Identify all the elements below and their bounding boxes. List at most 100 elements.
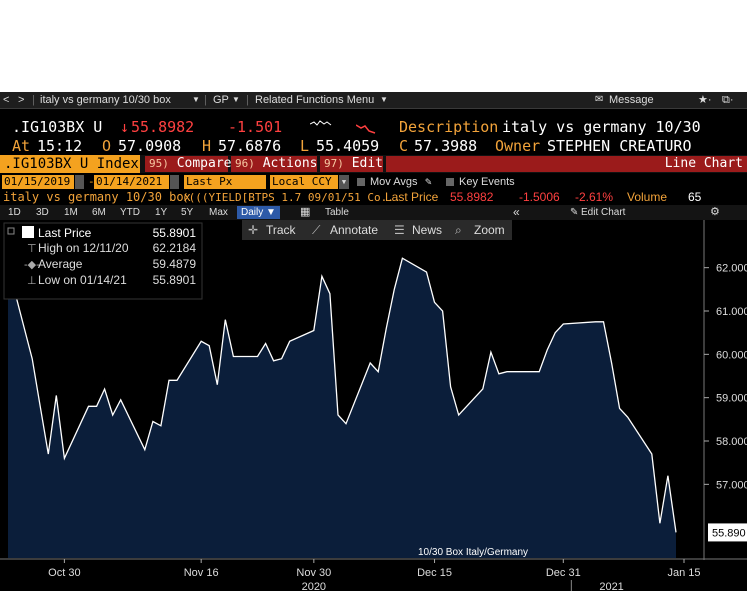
calendar-icon[interactable] [75, 175, 84, 189]
date-dash: - [88, 175, 95, 188]
open-label: O [102, 137, 112, 155]
chevron-down-icon[interactable]: ▼ [380, 95, 388, 104]
forward-button[interactable]: > [18, 94, 25, 106]
range-ytd[interactable]: YTD [120, 207, 140, 218]
pencil-icon[interactable]: ✎ [425, 175, 432, 188]
news-button[interactable]: News [412, 223, 442, 237]
edit-label: Edit [351, 156, 384, 171]
y-tick-label: 59.000 [716, 393, 747, 405]
back-button[interactable]: < [3, 94, 10, 106]
range-5y[interactable]: 5Y [181, 207, 194, 218]
security-row: italy vs germany 10/30 box ((((YIELD[BTP… [0, 190, 747, 205]
chevron-down-icon[interactable]: ▼ [339, 175, 349, 189]
y-tick-label: 58.000 [716, 436, 747, 448]
x-year-label: 2021 [599, 581, 623, 591]
change-value: -1.5006 [519, 190, 560, 204]
search-field[interactable]: italy vs germany 10/30 box [40, 94, 171, 106]
range-1m[interactable]: 1M [64, 207, 78, 218]
low-marker-icon: ⊥ [27, 275, 37, 287]
y-tick-label: 62.000 [716, 263, 747, 275]
series-area [8, 258, 676, 558]
separator: | [246, 94, 249, 106]
net-change: -1.501 [228, 118, 283, 136]
chevron-down-icon[interactable]: ▼ [192, 95, 200, 104]
legend: Last Price 55.8901 ⊤ High on 12/11/20 62… [3, 222, 203, 300]
security-field[interactable]: .IG103BX U Index [0, 155, 140, 173]
low-label: L [300, 137, 310, 155]
related-functions-menu[interactable]: Related Functions Menu [255, 94, 375, 106]
star-icon[interactable]: ★· [698, 94, 712, 106]
edit-chart-button[interactable]: Edit Chart [581, 207, 626, 218]
actions-button[interactable]: 96) Actions ▼ [231, 156, 330, 172]
plot-area [7, 257, 677, 558]
y-tick-label: 61.000 [716, 306, 747, 318]
table-icon[interactable]: ▦ [300, 206, 311, 218]
last-value-label: 55.890 [712, 527, 746, 539]
last-price-label: Last Price [385, 190, 439, 204]
key-events-checkbox[interactable] [446, 178, 454, 186]
chevron-down-icon[interactable]: ▼ [232, 95, 240, 104]
message-button[interactable]: Message [609, 94, 654, 106]
legend-box [3, 222, 203, 300]
field-select[interactable]: Last Px [184, 175, 266, 189]
gp-menu[interactable]: GP [213, 94, 229, 106]
annotate-icon[interactable]: ⟋ [312, 223, 321, 237]
line-chart[interactable]: 62.000 61.000 60.000 59.000 58.000 57.000 55.8… [0, 220, 747, 591]
actions-label: Actions [262, 156, 318, 171]
range-max[interactable]: Max [209, 207, 228, 218]
legend-collapse-icon[interactable] [7, 227, 15, 235]
compare-num: 95) [149, 157, 169, 170]
actions-num: 96) [235, 157, 255, 170]
edit-button[interactable]: 97) Edit ▼ [320, 156, 396, 172]
zoom-button[interactable]: Zoom [474, 223, 505, 237]
range-6m[interactable]: 6M [92, 207, 106, 218]
x-year-label: 2020 [302, 581, 326, 591]
last-price: 55.8982 [131, 118, 195, 136]
y-axis: 62.000 61.000 60.000 59.000 58.000 57.000 55.8… [703, 220, 747, 560]
track-button[interactable]: Track [266, 223, 297, 237]
frequency-select[interactable]: Daily ▼ [237, 206, 280, 219]
pencil-icon[interactable]: ✎ [570, 207, 579, 218]
start-date-field[interactable]: 01/15/2019 [2, 175, 74, 189]
track-icon[interactable]: ✛ [248, 223, 258, 237]
last-price-value: 55.8982 [450, 190, 494, 204]
compare-label: Compare [176, 156, 232, 171]
separator: | [32, 94, 35, 106]
range-3d[interactable]: 3D [36, 207, 49, 218]
legend-swatch [22, 226, 34, 238]
envelope-icon[interactable]: ✉ [595, 94, 604, 105]
legend-low-label: Low on 01/14/21 [38, 273, 127, 287]
owner-label: Owner [495, 137, 541, 155]
collapse-icon[interactable]: « [513, 205, 520, 219]
separator: | [204, 94, 207, 106]
function-toolbar: < > | italy vs germany 10/30 box ▼ | GP … [0, 92, 747, 109]
series-line [7, 257, 677, 533]
at-label: At [12, 137, 31, 155]
gear-icon[interactable]: ⚙ [710, 206, 720, 218]
legend-avg-label: Average [38, 257, 83, 271]
date-range-row: 01/15/2019 - 01/14/2021 Last Px Local CC… [0, 174, 747, 190]
compare-button[interactable]: 95) Compare [145, 156, 232, 172]
volume-value: 65 [688, 190, 702, 204]
x-tick-label: Dec 15 [417, 567, 452, 579]
mov-avgs-checkbox[interactable] [357, 178, 365, 186]
currency-select[interactable]: Local CCY [270, 175, 338, 189]
last-value-tag [708, 523, 747, 542]
calendar-icon[interactable] [170, 175, 179, 189]
annotate-button[interactable]: Annotate [330, 223, 378, 237]
edit-num: 97) [324, 157, 344, 170]
window-icon[interactable]: ⧉· [722, 94, 734, 106]
mov-avgs-label: Mov Avgs [370, 176, 418, 188]
security-formula: ((((YIELD[BTPS 1.7 09/01/51 Co... [182, 191, 401, 204]
end-date-field[interactable]: 01/14/2021 [94, 175, 169, 189]
x-tick-label: Oct 30 [48, 567, 80, 579]
news-icon[interactable]: ☰ [394, 223, 405, 237]
zoom-icon[interactable]: ⌕ [455, 223, 462, 237]
table-button[interactable]: Table [325, 207, 349, 218]
x-axis: Oct 30 Nov 16 Nov 30 Dec 15 Dec 31 Jan 15 2020… [0, 558, 747, 591]
range-1y[interactable]: 1Y [155, 207, 168, 218]
average-marker-icon: -◆- [24, 259, 40, 271]
range-1d[interactable]: 1D [8, 207, 21, 218]
security-bar: .IG103BX U Index 95) Compare 96) Actions… [0, 155, 747, 173]
terminal-window: < > | italy vs germany 10/30 box ▼ | GP … [0, 92, 747, 591]
